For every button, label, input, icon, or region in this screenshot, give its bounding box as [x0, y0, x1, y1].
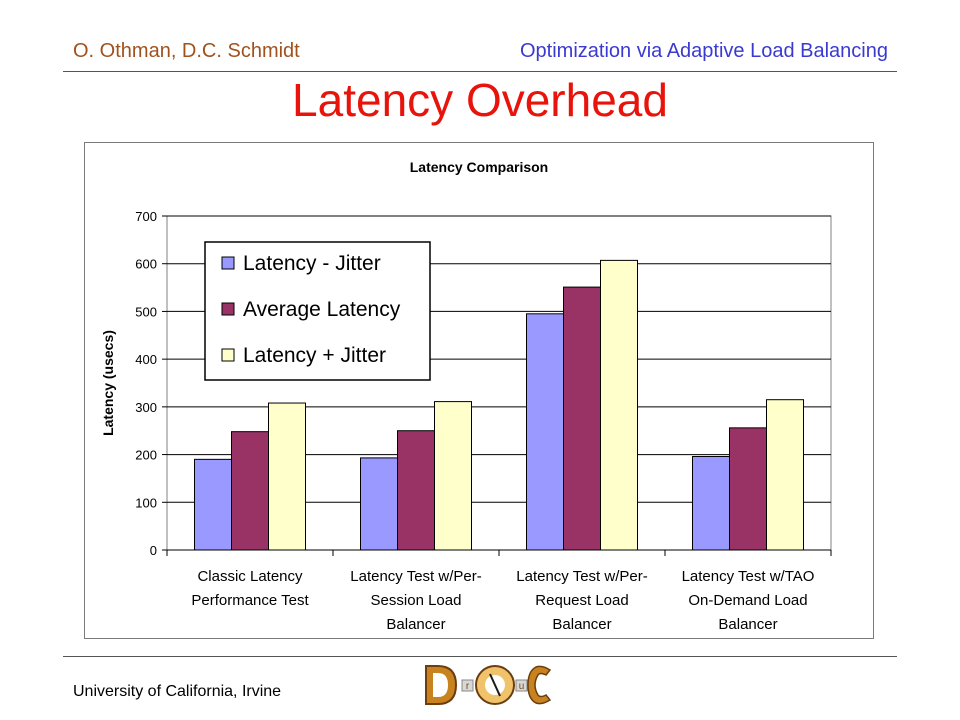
latency-chart: Latency Comparison 0 100 200 300 400 500 600 700… [100, 159, 832, 633]
bar [563, 286, 601, 551]
y-tick-label: 400 [135, 352, 157, 367]
legend-swatch [221, 302, 235, 316]
bar [526, 313, 564, 551]
header-topic: Optimization via Adaptive Load Balancing [519, 40, 888, 62]
legend-swatch [221, 256, 235, 270]
slide-title: Latency Overhead [292, 74, 668, 126]
bar [692, 455, 730, 551]
y-axis-label: Latency (usecs) [100, 330, 116, 436]
legend-label: Latency - Jitter [243, 252, 381, 275]
bar [194, 458, 232, 551]
y-tick-label: 600 [135, 257, 157, 272]
y-tick-label: 500 [135, 304, 157, 319]
logo-letter-c [527, 665, 552, 705]
logo-letter-d [425, 665, 458, 705]
bar [231, 431, 269, 551]
bar [729, 427, 767, 551]
legend-box [204, 241, 431, 381]
logo-letter-o [475, 665, 515, 705]
bar [268, 402, 306, 551]
y-tick-label: 700 [135, 209, 157, 224]
bar [766, 399, 804, 551]
bar [360, 457, 398, 551]
bar [434, 401, 472, 551]
y-tick-label: 300 [135, 400, 157, 415]
x-category-label: Latency Test w/TAO On-Demand Load Balancer [682, 568, 815, 633]
y-tick-label: 200 [135, 448, 157, 463]
legend-label: Average Latency [243, 298, 401, 321]
footer-divider [63, 656, 897, 657]
x-category-label: Latency Test w/Per-Request Load Balancer [516, 568, 647, 633]
x-category-label: Latency Test w/Per-Session Load Balancer [350, 568, 481, 633]
chart-frame: Latency Comparison 0 100 200 300 400 500 600 700… [84, 142, 874, 639]
bar [397, 430, 435, 551]
y-tick-label: 100 [135, 495, 157, 510]
bar [600, 259, 638, 551]
doc-group-logo: r u [425, 665, 552, 705]
header-divider [63, 71, 897, 72]
svg-text:u: u [519, 681, 525, 692]
header-authors: O. Othman, D.C. Schmidt [73, 40, 300, 62]
footer-institution: University of California, Irvine [73, 683, 282, 700]
x-category-label: Classic Latency Performance Test [191, 568, 309, 609]
y-tick-label: 0 [150, 543, 157, 558]
chart-title: Latency Comparison [410, 159, 548, 175]
legend-label: Latency + Jitter [243, 344, 386, 367]
legend-swatch [221, 348, 235, 362]
svg-text:r: r [466, 681, 470, 692]
